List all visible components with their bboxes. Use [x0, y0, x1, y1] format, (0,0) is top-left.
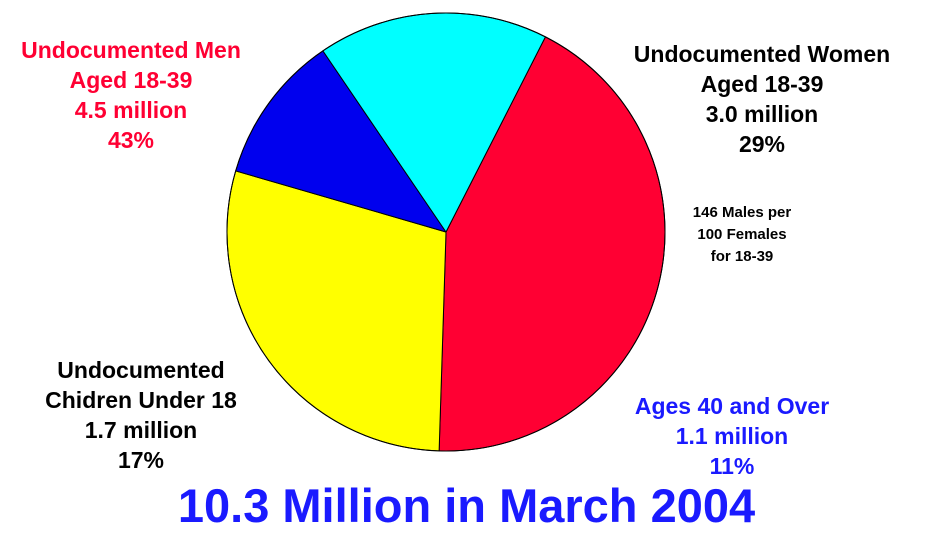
- label-men-value: 4.5 million: [74, 96, 188, 123]
- label-older-value: 1.1 million: [675, 422, 789, 449]
- label-older-line-1: Ages 40 and Over: [634, 393, 830, 419]
- sex-ratio-line-2: 100 Females: [697, 225, 787, 243]
- label-children-under-18: Undocumented Chidren Under 18 1.7 millio…: [0, 356, 282, 476]
- label-women-line-2: Aged 18-39: [700, 70, 824, 97]
- label-men-line-2: Aged 18-39: [69, 66, 193, 93]
- label-children-value: 1.7 million: [84, 416, 198, 443]
- label-women-line-1: Undocumented Women: [633, 41, 891, 67]
- label-children-line-2: Chidren Under 18: [45, 386, 237, 413]
- sex-ratio-line-1: 146 Males per: [692, 204, 792, 221]
- sex-ratio-line-3: for 18-39: [710, 247, 774, 265]
- pie-outline: [226, 12, 666, 452]
- label-ages-40-over: Ages 40 and Over 1.1 million 11%: [594, 392, 870, 482]
- label-men-18-39: Undocumented Men Aged 18-39 4.5 million …: [0, 36, 262, 156]
- label-men-percent: 43%: [107, 126, 155, 153]
- label-children-percent: 17%: [117, 446, 165, 473]
- label-women-percent: 29%: [738, 130, 786, 157]
- label-older-percent: 11%: [709, 452, 755, 479]
- label-women-18-39: Undocumented Women Aged 18-39 3.0 millio…: [596, 40, 928, 160]
- chart-title: 10.3 Million in March 2004: [177, 479, 756, 532]
- label-men-line-1: Undocumented Men: [21, 37, 241, 63]
- label-children-line-1: Undocumented: [57, 357, 225, 383]
- sex-ratio-note: 146 Males per 100 Females for 18-39: [664, 202, 820, 267]
- label-women-value: 3.0 million: [705, 100, 819, 127]
